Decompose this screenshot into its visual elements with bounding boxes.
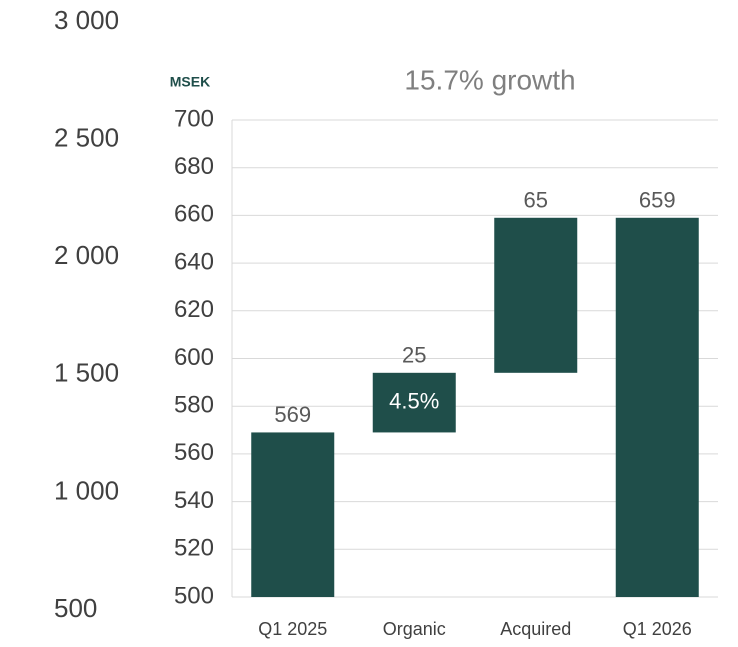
y2-tick-label: 2 500 — [54, 122, 119, 152]
bar — [251, 432, 335, 597]
chart-title: 15.7% growth — [404, 64, 575, 95]
y-tick-label: 580 — [174, 392, 214, 419]
x-tick-label: Q1 2026 — [623, 619, 692, 639]
y-tick-label: 640 — [174, 248, 214, 275]
y-axis-unit: MSEK — [170, 74, 210, 90]
y-tick-label: 560 — [174, 439, 214, 466]
value-label: 65 — [524, 188, 548, 213]
value-label: 659 — [639, 188, 676, 213]
value-label: 25 — [402, 343, 426, 368]
value-label: 569 — [274, 402, 311, 427]
y2-tick-label: 1 000 — [54, 475, 119, 505]
y-tick-label: 620 — [174, 296, 214, 323]
y2-tick-label: 3 000 — [54, 5, 119, 35]
bar — [372, 372, 456, 433]
y2-tick-label: 1 500 — [54, 358, 119, 388]
y2-tick-label: 500 — [54, 593, 97, 623]
x-tick-label: Q1 2025 — [258, 619, 327, 639]
y-tick-label: 660 — [174, 201, 214, 228]
x-tick-label: Organic — [383, 619, 446, 639]
y-tick-label: 600 — [174, 344, 214, 371]
bar — [615, 217, 699, 597]
bar — [494, 217, 578, 373]
y-tick-label: 520 — [174, 535, 214, 562]
y-tick-label: 680 — [174, 153, 214, 180]
y2-tick-label: 2 000 — [54, 240, 119, 270]
y-tick-label: 500 — [174, 582, 214, 609]
x-tick-label: Acquired — [500, 619, 571, 639]
inner-label: 4.5% — [389, 388, 439, 413]
y-tick-label: 540 — [174, 487, 214, 514]
y-tick-label: 700 — [174, 105, 214, 132]
